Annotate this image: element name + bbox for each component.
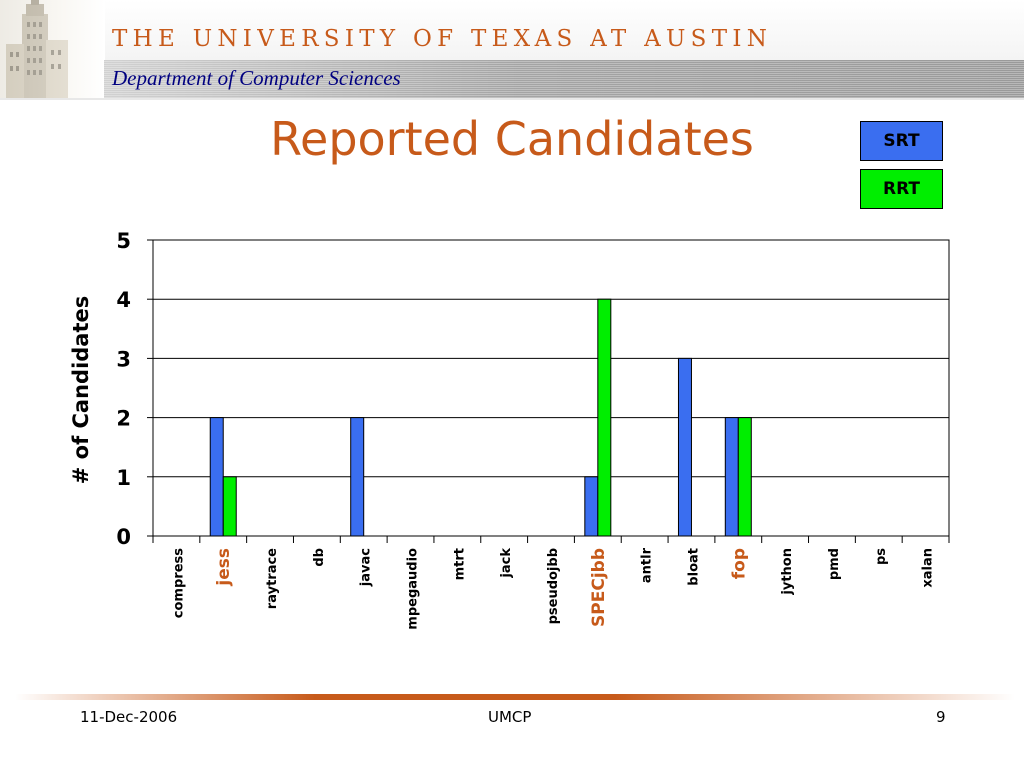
bar-srt bbox=[724, 417, 739, 537]
bar-srt bbox=[584, 476, 599, 537]
header-bar-highlight bbox=[104, 60, 1024, 98]
footer-divider bbox=[15, 694, 1015, 700]
bar-chart: 0 1 2 3 4 5 compress jess raytrace db javac mpegaud… bbox=[69, 229, 950, 630]
x-category-label: raytrace bbox=[265, 548, 280, 609]
x-category-label: bloat bbox=[686, 548, 701, 586]
footer-center-text: UMCP bbox=[488, 708, 532, 726]
x-category-label: jython bbox=[780, 548, 795, 596]
x-category-label: compress bbox=[171, 548, 186, 618]
page-number: 9 bbox=[936, 708, 946, 726]
y-tick-label: 5 bbox=[116, 229, 131, 253]
plot-area bbox=[152, 239, 950, 537]
legend-rrt: RRT bbox=[860, 169, 943, 209]
x-category-label: pmd bbox=[827, 548, 842, 580]
bar-srt bbox=[209, 417, 224, 537]
x-category-label: xalan bbox=[921, 548, 936, 588]
x-category-label: fop bbox=[729, 548, 749, 579]
bar-srt bbox=[350, 417, 365, 537]
ut-tower-logo bbox=[0, 0, 105, 98]
y-tick-label: 3 bbox=[116, 347, 131, 371]
bar-srt bbox=[677, 357, 692, 537]
x-category-label: jess bbox=[214, 548, 234, 587]
x-category-label: mpegaudio bbox=[406, 548, 421, 630]
bar-rrt bbox=[597, 298, 612, 537]
department-name: Department of Computer Sciences bbox=[112, 66, 401, 90]
x-category-label: db bbox=[312, 548, 327, 567]
y-tick-label: 1 bbox=[116, 466, 131, 490]
y-tick-label: 4 bbox=[116, 288, 131, 312]
x-category-label: SPECjbb bbox=[589, 548, 609, 627]
y-tick-label: 2 bbox=[116, 407, 131, 431]
x-category-label: pseudojbb bbox=[546, 548, 561, 624]
footer-date: 11-Dec-2006 bbox=[80, 708, 178, 726]
y-tick-label: 0 bbox=[116, 525, 131, 549]
x-category-label: antlr bbox=[640, 547, 655, 583]
university-name: THE UNIVERSITY OF TEXAS AT AUSTIN bbox=[112, 26, 773, 52]
y-axis-label: # of Candidates bbox=[69, 296, 93, 485]
x-category-label: javac bbox=[359, 548, 374, 587]
bar-rrt bbox=[222, 476, 237, 537]
bar-rrt bbox=[737, 417, 752, 537]
x-category-label: ps bbox=[874, 548, 889, 565]
legend-srt: SRT bbox=[860, 121, 943, 161]
x-category-label: mtrt bbox=[452, 548, 467, 580]
slide-title: Reported Candidates bbox=[270, 112, 754, 166]
x-category-label: jack bbox=[499, 548, 514, 579]
